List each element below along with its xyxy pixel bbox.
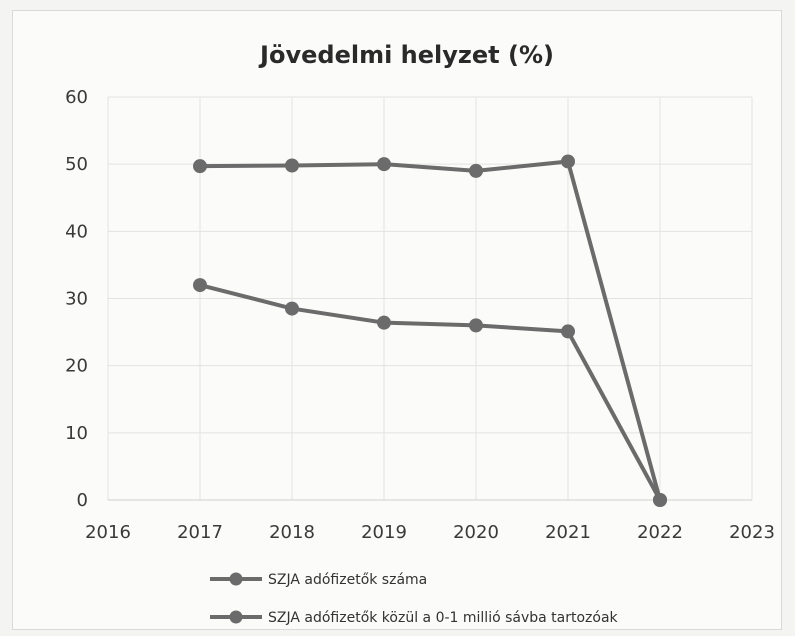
data-point <box>193 159 207 174</box>
chart-frame <box>12 10 782 630</box>
series-lines <box>199 159 662 501</box>
y-tick-label: 40 <box>65 221 88 242</box>
data-point <box>377 315 391 330</box>
y-tick-label: 20 <box>65 356 88 377</box>
data-point <box>377 157 391 172</box>
x-tick-label: 2022 <box>637 522 683 543</box>
data-point <box>469 318 483 333</box>
x-tick-label: 2017 <box>177 522 223 543</box>
x-tick-labels: 2016 2017 2018 2019 2020 2021 2022 2023 <box>85 522 775 543</box>
x-tick-label: 2019 <box>361 522 407 543</box>
x-tick-label: 2016 <box>85 522 131 543</box>
data-point <box>561 154 575 169</box>
data-point <box>653 493 667 507</box>
y-tick-label: 10 <box>65 423 88 444</box>
data-point <box>469 163 483 178</box>
legend-marker-1 <box>229 572 243 586</box>
legend-label-2: SZJA adófizetők közül a 0-1 millió sávba… <box>268 610 619 626</box>
y-tick-label: 30 <box>65 289 88 310</box>
chart-title: Jövedelmi helyzet (%) <box>258 41 554 69</box>
data-point <box>285 158 299 173</box>
x-tick-label: 2018 <box>269 522 315 543</box>
y-tick-label: 50 <box>65 154 88 175</box>
data-point <box>561 324 575 339</box>
legend-label-1: SZJA adófizetők száma <box>268 572 427 588</box>
legend: SZJA adófizetők száma SZJA adófizetők köz… <box>210 572 619 626</box>
y-tick-label: 60 <box>65 87 88 108</box>
grid-lines <box>107 96 753 501</box>
series-line-2 <box>199 283 662 501</box>
data-point <box>285 301 299 316</box>
x-tick-label: 2021 <box>545 522 591 543</box>
x-tick-label: 2023 <box>729 522 775 543</box>
series-line-1 <box>199 159 662 501</box>
x-tick-label: 2020 <box>453 522 499 543</box>
legend-marker-2 <box>229 610 243 624</box>
y-tick-label: 0 <box>77 490 88 511</box>
data-point <box>193 278 207 293</box>
y-tick-labels: 0 10 20 30 40 50 60 <box>65 87 88 511</box>
series-points <box>193 154 667 507</box>
